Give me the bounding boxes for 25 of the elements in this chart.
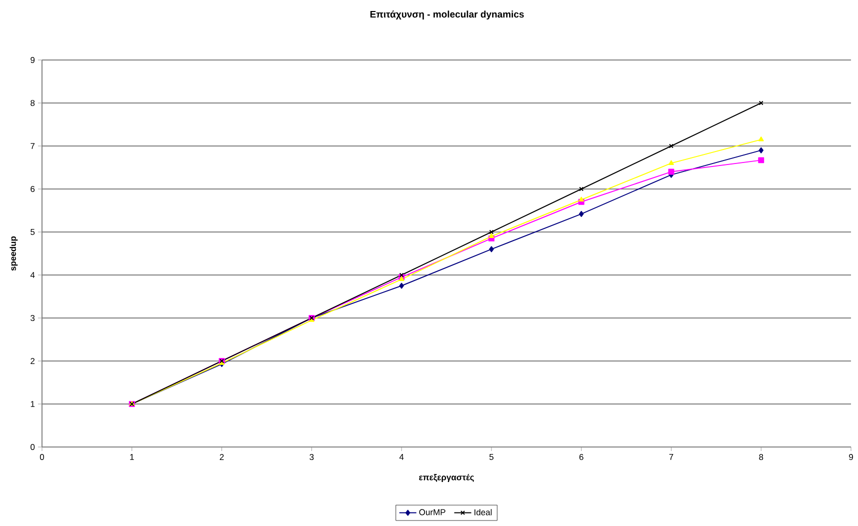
x-tick-label: 8	[759, 454, 764, 460]
legend-label: OurMP	[419, 509, 446, 516]
y-tick-label: 2	[30, 358, 35, 364]
x-tick-label: 3	[310, 454, 314, 460]
legend-label: Ideal	[474, 509, 492, 516]
y-tick-label: 4	[30, 272, 35, 278]
y-tick-label: 1	[30, 401, 35, 407]
y-tick-label: 5	[30, 229, 35, 235]
x-tick-label: 0	[40, 454, 44, 460]
y-tick-label: 3	[30, 314, 35, 322]
x-tick-label: 7	[669, 454, 674, 460]
x-axis-title: επεξεργαστές	[419, 474, 474, 482]
y-tick-label: 7	[30, 143, 35, 149]
y-tick-label: 8	[30, 100, 35, 106]
x-tick-label: 4	[399, 454, 404, 460]
y-axis-title: speedup	[10, 236, 18, 271]
chart-title: Επιτάχυνση - molecular dynamics	[370, 10, 524, 20]
x-tick-label: 9	[849, 454, 853, 460]
x-tick-label: 6	[579, 454, 584, 460]
y-tick-label: 6	[30, 186, 35, 192]
x-tick-label: 5	[489, 454, 494, 460]
x-tick-label: 1	[130, 454, 134, 460]
y-tick-label: 9	[30, 56, 35, 63]
y-tick-label: 0	[30, 444, 35, 450]
x-tick-label: 2	[220, 454, 224, 460]
